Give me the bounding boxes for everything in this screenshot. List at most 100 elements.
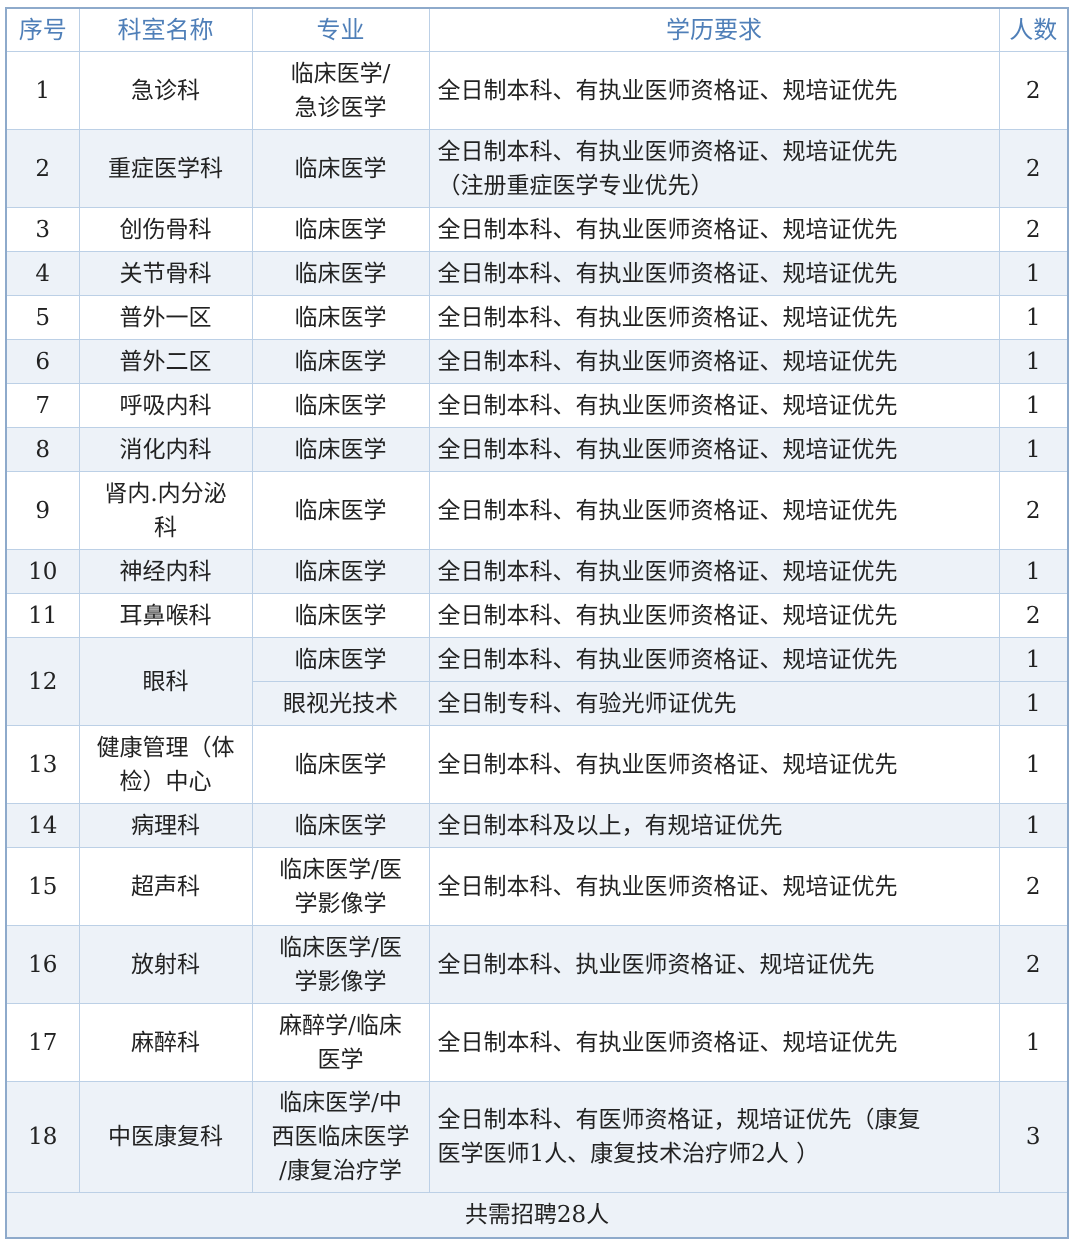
department-name: 创伤骨科 <box>78 207 253 252</box>
header-major: 专业 <box>251 7 430 52</box>
header-count: 人数 <box>998 7 1069 52</box>
table-row: 1 急诊科 临床医学/ 急诊医学 全日制本科、有执业医师资格证、规培证优先 2 <box>5 51 1069 130</box>
department-name: 急诊科 <box>78 51 253 130</box>
headcount: 1 <box>998 251 1069 296</box>
headcount: 3 <box>998 1081 1069 1193</box>
headcount: 1 <box>998 681 1069 726</box>
table-row: 10 神经内科 临床医学 全日制本科、有执业医师资格证、规培证优先 1 <box>5 549 1069 594</box>
requirement: 全日制本科、有执业医师资格证、规培证优先 <box>428 251 1000 296</box>
major: 临床医学 <box>251 427 430 472</box>
requirement: 全日制本科、有执业医师资格证、规培证优先 <box>428 207 1000 252</box>
headcount: 2 <box>998 847 1069 926</box>
major: 临床医学 <box>251 803 430 848</box>
table-row: 17 麻醉科 麻醉学/临床 医学 全日制本科、有执业医师资格证、规培证优先 1 <box>5 1003 1069 1082</box>
row-number: 7 <box>5 383 80 428</box>
table-row: 16 放射科 临床医学/医 学影像学 全日制本科、执业医师资格证、规培证优先 2 <box>5 925 1069 1004</box>
requirement: 全日制本科、有执业医师资格证、规培证优先 <box>428 51 1000 130</box>
row-number: 14 <box>5 803 80 848</box>
headcount: 1 <box>998 383 1069 428</box>
requirement: 全日制本科、有医师资格证，规培证优先（康复 医学医师1人、康复技术治疗师2人 ） <box>428 1081 1000 1193</box>
department-name: 病理科 <box>78 803 253 848</box>
department-name: 眼科 <box>78 637 253 726</box>
table-row: 9 肾内.内分泌 科临床医学 全日制本科、有执业医师资格证、规培证优先 2 <box>5 471 1069 550</box>
major: 临床医学 <box>251 295 430 340</box>
requirement: 全日制本科及以上，有规培证优先 <box>428 803 1000 848</box>
requirement: 全日制专科、有验光师证优先 <box>428 681 1000 726</box>
department-name: 神经内科 <box>78 549 253 594</box>
headcount: 1 <box>998 427 1069 472</box>
row-number: 18 <box>5 1081 80 1193</box>
department-name: 消化内科 <box>78 427 253 472</box>
header-no: 序号 <box>5 7 80 52</box>
major: 临床医学 <box>251 251 430 296</box>
requirement: 全日制本科、有执业医师资格证、规培证优先 <box>428 637 1000 682</box>
department-name: 关节骨科 <box>78 251 253 296</box>
header-row: 序号 科室名称 专业 学历要求 人数 <box>5 7 1069 52</box>
table-row: 11 耳鼻喉科 临床医学 全日制本科、有执业医师资格证、规培证优先 2 <box>5 593 1069 638</box>
table-row: 7 呼吸内科 临床医学 全日制本科、有执业医师资格证、规培证优先 1 <box>5 383 1069 428</box>
row-number: 10 <box>5 549 80 594</box>
table-row: 6 普外二区 临床医学 全日制本科、有执业医师资格证、规培证优先 1 <box>5 339 1069 384</box>
headcount: 1 <box>998 295 1069 340</box>
row-number: 3 <box>5 207 80 252</box>
requirement: 全日制本科、有执业医师资格证、规培证优先 （注册重症医学专业优先） <box>428 129 1000 208</box>
department-name: 超声科 <box>78 847 253 926</box>
headcount: 1 <box>998 339 1069 384</box>
major: 临床医学 <box>251 471 430 550</box>
headcount: 2 <box>998 207 1069 252</box>
department-name: 肾内.内分泌 科 <box>78 471 253 550</box>
row-number: 4 <box>5 251 80 296</box>
major: 临床医学 <box>251 339 430 384</box>
headcount: 2 <box>998 129 1069 208</box>
major: 临床医学 <box>251 549 430 594</box>
table-row: 13 健康管理（体 检）中心 临床医学 全日制本科、有执业医师资格证、规培证优先 1 <box>5 725 1069 804</box>
row-number: 2 <box>5 129 80 208</box>
requirement: 全日制本科、有执业医师资格证、规培证优先 <box>428 725 1000 804</box>
table-row: 14 病理科 临床医学 全日制本科及以上，有规培证优先 1 <box>5 803 1069 848</box>
department-name: 重症医学科 <box>78 129 253 208</box>
department-name: 中医康复科 <box>78 1081 253 1193</box>
major: 临床医学 <box>251 383 430 428</box>
row-number: 5 <box>5 295 80 340</box>
department-name: 健康管理（体 检）中心 <box>78 725 253 804</box>
headcount: 1 <box>998 549 1069 594</box>
department-name: 普外二区 <box>78 339 253 384</box>
major: 临床医学/医 学影像学 <box>251 925 430 1004</box>
total-text: 共需招聘28人 <box>5 1192 1069 1239</box>
row-number: 15 <box>5 847 80 926</box>
headcount: 1 <box>998 803 1069 848</box>
row-number: 1 <box>5 51 80 130</box>
row-number: 12 <box>5 637 80 726</box>
requirement: 全日制本科、有执业医师资格证、规培证优先 <box>428 593 1000 638</box>
department-name: 普外一区 <box>78 295 253 340</box>
table-row: 15 超声科 临床医学/医 学影像学 全日制本科、有执业医师资格证、规培证优先 2 <box>5 847 1069 926</box>
major: 临床医学/ 急诊医学 <box>251 51 430 130</box>
major: 眼视光技术 <box>251 681 430 726</box>
major: 临床医学 <box>251 593 430 638</box>
major: 麻醉学/临床 医学 <box>251 1003 430 1082</box>
table-row: 18 中医康复科 临床医学/中 西医临床医学 /康复治疗学 全日制本科、有医师资格证，… <box>5 1081 1069 1193</box>
row-number: 8 <box>5 427 80 472</box>
table-row: 2 重症医学科 临床医学 全日制本科、有执业医师资格证、规培证优先 （注册重症医学专业… <box>5 129 1069 208</box>
row-number: 16 <box>5 925 80 1004</box>
table-row: 5 普外一区 临床医学 全日制本科、有执业医师资格证、规培证优先 1 <box>5 295 1069 340</box>
department-name: 麻醉科 <box>78 1003 253 1082</box>
total-row: 共需招聘28人 <box>5 1192 1069 1239</box>
row-number: 9 <box>5 471 80 550</box>
department-name: 放射科 <box>78 925 253 1004</box>
requirement: 全日制本科、有执业医师资格证、规培证优先 <box>428 471 1000 550</box>
headcount: 2 <box>998 471 1069 550</box>
major: 临床医学 <box>251 129 430 208</box>
row-number: 13 <box>5 725 80 804</box>
table-row: 4 关节骨科 临床医学 全日制本科、有执业医师资格证、规培证优先 1 <box>5 251 1069 296</box>
major: 临床医学 <box>251 637 430 682</box>
requirement: 全日制本科、执业医师资格证、规培证优先 <box>428 925 1000 1004</box>
major: 临床医学/中 西医临床医学 /康复治疗学 <box>251 1081 430 1193</box>
requirement: 全日制本科、有执业医师资格证、规培证优先 <box>428 549 1000 594</box>
header-dept: 科室名称 <box>78 7 253 52</box>
headcount: 1 <box>998 1003 1069 1082</box>
requirement: 全日制本科、有执业医师资格证、规培证优先 <box>428 1003 1000 1082</box>
requirement: 全日制本科、有执业医师资格证、规培证优先 <box>428 339 1000 384</box>
table-row: 3 创伤骨科 临床医学 全日制本科、有执业医师资格证、规培证优先 2 <box>5 207 1069 252</box>
row-number: 11 <box>5 593 80 638</box>
